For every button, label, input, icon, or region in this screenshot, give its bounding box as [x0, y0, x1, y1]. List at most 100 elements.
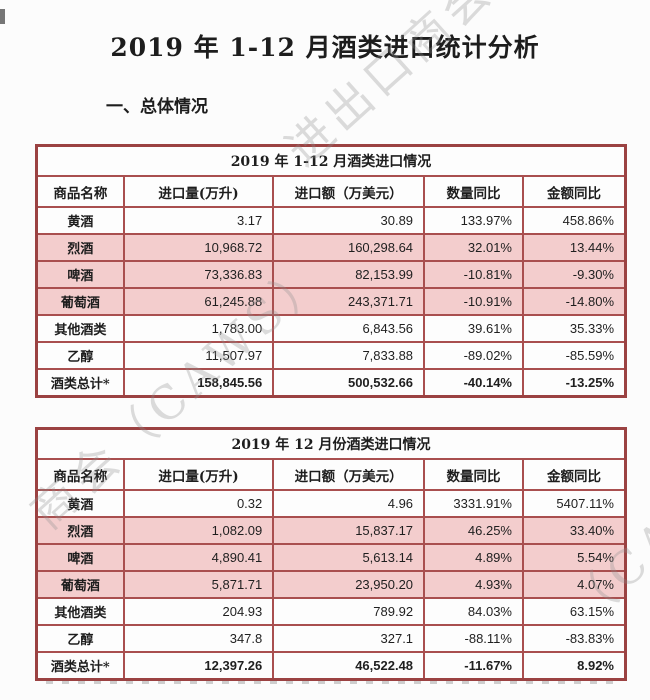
column-header: 进口额（万美元）: [272, 458, 426, 491]
value-cell: 500,532.66: [272, 368, 426, 398]
value-cell: -9.30%: [521, 260, 627, 289]
value-cell: -85.59%: [521, 341, 627, 370]
value-cell: 133.97%: [423, 206, 524, 235]
column-header: 金额同比: [521, 458, 627, 491]
value-cell: 5,871.71: [122, 570, 275, 599]
value-cell: 23,950.20: [272, 570, 426, 599]
value-cell: 5407.11%: [521, 489, 627, 518]
product-name-cell: 葡萄酒: [35, 570, 125, 599]
import-table-annual: 2019 年 1-12 月酒类进口情况 商品名称 进口量(万升) 进口额（万美元）数…: [35, 144, 627, 398]
value-cell: -10.81%: [423, 260, 524, 289]
table-body: 黄酒 0.32 4.96 3331.91% 5407.11% 烈酒 1,082.09 15,8…: [35, 489, 627, 681]
value-cell: 4,890.41: [122, 543, 275, 572]
table-row: 烈酒 1,082.09 15,837.17 46.25% 33.40%: [35, 516, 627, 545]
value-cell: 0.32: [122, 489, 275, 518]
scan-artifact-mark: [0, 9, 5, 24]
column-header: 进口量(万升): [122, 175, 275, 208]
value-cell: 46,522.48: [272, 651, 426, 681]
value-cell: 6,843.56: [272, 314, 426, 343]
table-body: 黄酒 3.17 30.89 133.97% 458.86% 烈酒 10,968.72 160,…: [35, 206, 627, 398]
value-cell: 33.40%: [521, 516, 627, 545]
table-row: 乙醇 347.8 327.1 -88.11% -83.83%: [35, 624, 627, 653]
value-cell: 5.54%: [521, 543, 627, 572]
table-row: 黄酒 0.32 4.96 3331.91% 5407.11%: [35, 489, 627, 518]
table-row: 其他酒类 1,783.00 6,843.56 39.61% 35.33%: [35, 314, 627, 343]
value-cell: 160,298.64: [272, 233, 426, 262]
product-name-cell: 烈酒: [35, 233, 125, 262]
value-cell: 458.86%: [521, 206, 627, 235]
table-title-row: 2019 年 12 月份酒类进口情况: [35, 427, 627, 460]
value-cell: 8.92%: [521, 651, 627, 681]
value-cell: 61,245.88: [122, 287, 275, 316]
table-row: 酒类总计* 158,845.56 500,532.66 -40.14% -13.25%: [35, 368, 627, 398]
value-cell: 4.89%: [423, 543, 524, 572]
product-name-cell: 烈酒: [35, 516, 125, 545]
value-cell: 15,837.17: [272, 516, 426, 545]
value-cell: 46.25%: [423, 516, 524, 545]
value-cell: 4.07%: [521, 570, 627, 599]
value-cell: 11,507.97: [122, 341, 275, 370]
table-row: 乙醇 11,507.97 7,833.88 -89.02% -85.59%: [35, 341, 627, 370]
product-name-cell: 酒类总计*: [35, 651, 125, 681]
value-cell: 32.01%: [423, 233, 524, 262]
table-row: 其他酒类 204.93 789.92 84.03% 63.15%: [35, 597, 627, 626]
value-cell: -88.11%: [423, 624, 524, 653]
value-cell: 10,968.72: [122, 233, 275, 262]
value-cell: -89.02%: [423, 341, 524, 370]
table-title: 2019 年 1-12 月酒类进口情况: [35, 144, 627, 177]
column-header: 进口额（万美元）: [272, 175, 426, 208]
column-header: 数量同比: [423, 458, 524, 491]
table-header-row: 商品名称 进口量(万升) 进口额（万美元） 数量同比 金额同比: [35, 458, 627, 491]
value-cell: 4.96: [272, 489, 426, 518]
page-title: 2019 年 1-12 月酒类进口统计分析: [110, 33, 540, 62]
value-cell: 5,613.14: [272, 543, 426, 572]
product-name-cell: 其他酒类: [35, 314, 125, 343]
value-cell: 3.17: [122, 206, 275, 235]
table-row: 啤酒 73,336.83 82,153.99 -10.81% -9.30%: [35, 260, 627, 289]
product-name-cell: 啤酒: [35, 260, 125, 289]
table-row: 酒类总计* 12,397.26 46,522.48 -11.67% 8.92%: [35, 651, 627, 681]
value-cell: 4.93%: [423, 570, 524, 599]
value-cell: 63.15%: [521, 597, 627, 626]
import-table-december: 2019 年 12 月份酒类进口情况 商品名称 进口量(万升) 进口额（万美元） 数量…: [35, 427, 627, 681]
product-name-cell: 其他酒类: [35, 597, 125, 626]
value-cell: -10.91%: [423, 287, 524, 316]
value-cell: 204.93: [122, 597, 275, 626]
value-cell: -13.25%: [521, 368, 627, 398]
cropped-text-line: [46, 681, 614, 684]
value-cell: 1,082.09: [122, 516, 275, 545]
value-cell: 39.61%: [423, 314, 524, 343]
product-name-cell: 酒类总计*: [35, 368, 125, 398]
value-cell: 12,397.26: [122, 651, 275, 681]
value-cell: 73,336.83: [122, 260, 275, 289]
value-cell: 13.44%: [521, 233, 627, 262]
value-cell: 3331.91%: [423, 489, 524, 518]
product-name-cell: 乙醇: [35, 341, 125, 370]
table-row: 葡萄酒 61,245.88 243,371.71 -10.91% -14.80%: [35, 287, 627, 316]
column-header: 商品名称: [35, 458, 125, 491]
column-header: 金额同比: [521, 175, 627, 208]
value-cell: 243,371.71: [272, 287, 426, 316]
column-header: 数量同比: [423, 175, 524, 208]
value-cell: 30.89: [272, 206, 426, 235]
section-heading: 一、总体情况: [106, 97, 208, 117]
table-row: 烈酒 10,968.72 160,298.64 32.01% 13.44%: [35, 233, 627, 262]
value-cell: -11.67%: [423, 651, 524, 681]
value-cell: 327.1: [272, 624, 426, 653]
table-header-row: 商品名称 进口量(万升) 进口额（万美元） 数量同比 金额同比: [35, 175, 627, 208]
product-name-cell: 葡萄酒: [35, 287, 125, 316]
value-cell: -83.83%: [521, 624, 627, 653]
table-title: 2019 年 12 月份酒类进口情况: [35, 427, 627, 460]
value-cell: 7,833.88: [272, 341, 426, 370]
value-cell: 158,845.56: [122, 368, 275, 398]
product-name-cell: 乙醇: [35, 624, 125, 653]
value-cell: 347.8: [122, 624, 275, 653]
value-cell: -14.80%: [521, 287, 627, 316]
product-name-cell: 啤酒: [35, 543, 125, 572]
value-cell: -40.14%: [423, 368, 524, 398]
value-cell: 84.03%: [423, 597, 524, 626]
table-row: 黄酒 3.17 30.89 133.97% 458.86%: [35, 206, 627, 235]
product-name-cell: 黄酒: [35, 206, 125, 235]
value-cell: 789.92: [272, 597, 426, 626]
